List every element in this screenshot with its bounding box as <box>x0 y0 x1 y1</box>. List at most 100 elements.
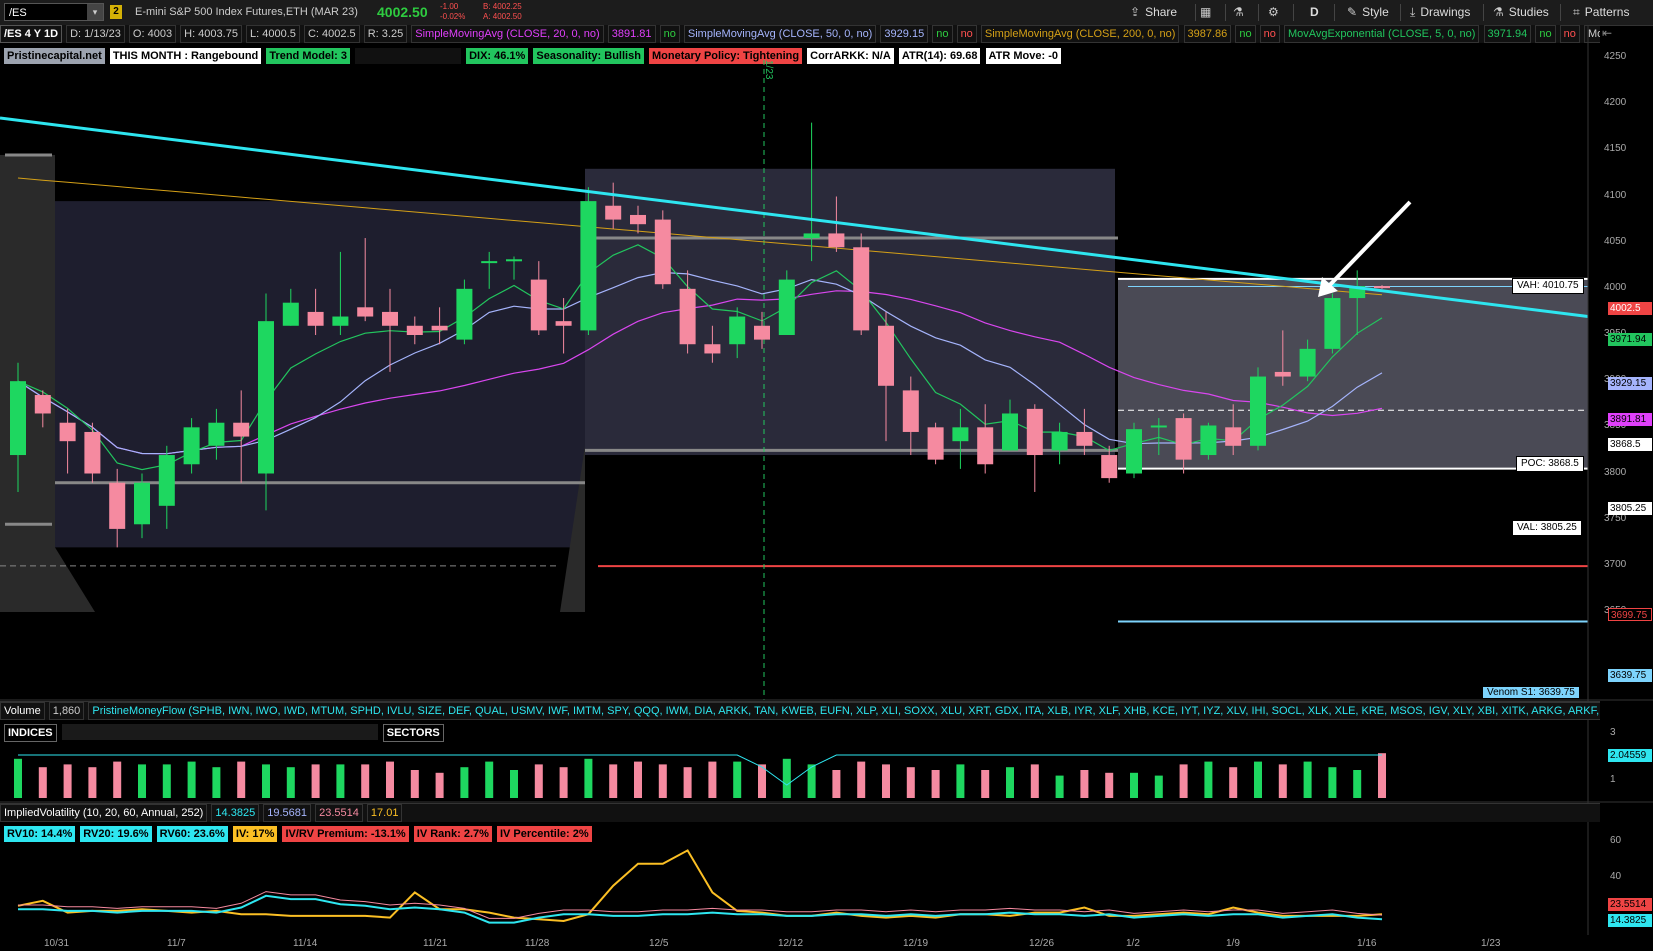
volume-bar <box>807 764 816 798</box>
ohlc-high: H: 4003.75 <box>180 25 242 43</box>
money-flow-label[interactable]: PristineMoneyFlow (SPHB, IWN, IWO, IWD, … <box>88 702 1600 720</box>
hidden-labels <box>355 48 462 64</box>
profile-region <box>0 154 55 612</box>
toolbar-divider <box>1400 4 1401 21</box>
bid-ask: B: 4002.25 A: 4002.50 <box>483 2 522 22</box>
candle-body <box>1076 431 1093 446</box>
price-axis-label: 4000 <box>1604 281 1627 293</box>
volume-bar <box>510 770 518 798</box>
chart-settings-button[interactable]: ▦ <box>1200 0 1216 25</box>
symbol-input[interactable]: /ES ▾ <box>4 3 104 21</box>
red-line-price-tag: 3699.75 <box>1608 608 1652 621</box>
price-axis-label: 4250 <box>1604 51 1627 62</box>
settings-button[interactable]: ⚙ <box>1268 0 1284 25</box>
profile-region <box>0 154 95 612</box>
ema5-label[interactable]: MovAvgExponential (CLOSE, 5, 0, no) <box>1283 25 1480 43</box>
candle-body <box>307 311 324 326</box>
iv-tag: IV: 17% <box>232 826 278 842</box>
toolbar-divider <box>1258 4 1259 21</box>
volume-bar <box>88 767 97 798</box>
iv-rank-tag: IV Rank: 2.7% <box>413 826 492 842</box>
volume-bar <box>386 761 394 798</box>
candle-body <box>1026 408 1043 456</box>
volume-bar <box>609 764 618 798</box>
sma50-label[interactable]: SimpleMovingAvg (CLOSE, 50, 0, no) <box>683 25 877 43</box>
gear-icon: ⚙ <box>1268 5 1279 19</box>
val-price-tag: 3805.25 <box>1608 502 1652 515</box>
volume-bar <box>1080 770 1089 798</box>
share-label: Share <box>1145 5 1178 19</box>
volume-label[interactable]: Volume <box>0 702 45 720</box>
date-axis-label: 12/26 <box>1029 938 1055 949</box>
ema5-line <box>17 244 1383 471</box>
iv-tag-b: 14.3825 <box>1608 914 1652 927</box>
study-header-row: /ES 4 Y 1D D: 1/13/23 O: 4003 H: 4003.75… <box>0 25 1600 43</box>
date-axis-label: 12/12 <box>778 938 804 949</box>
flask-button[interactable]: ⚗ <box>1233 0 1249 25</box>
drawings-button[interactable]: ⤓ Drawings <box>1410 0 1470 25</box>
candle-body <box>530 279 547 331</box>
venom-callout: Venom S1: 3639.75 <box>1482 686 1580 699</box>
timeframe-button[interactable]: D <box>1310 5 1319 19</box>
volume-bar <box>1030 764 1039 798</box>
toolbar-divider <box>1334 4 1335 21</box>
candle-body <box>258 321 274 474</box>
patterns-button[interactable]: ⌗ Patterns <box>1573 0 1629 25</box>
volume-axis-3: 3 <box>1610 727 1616 738</box>
money-flow-tag: 2.04559 <box>1608 749 1652 762</box>
date-axis-label: 11/14 <box>293 938 318 949</box>
iv-panel-header: ImpliedVolatility (10, 20, 60, Annual, 2… <box>0 803 1600 822</box>
candle-body <box>1374 286 1390 289</box>
sma20-price-tag: 3891.81 <box>1608 413 1652 426</box>
volume-bar <box>1130 772 1138 798</box>
candle-body <box>1299 348 1316 377</box>
val-callout: VAL: 3805.25 <box>1512 520 1582 536</box>
sma50-value: 3929.15 <box>880 25 929 43</box>
iv-tags-row: RV10: 14.4% RV20: 19.6% RV60: 23.6% IV: … <box>4 826 594 842</box>
more-studies[interactable]: Mov... <box>1583 25 1600 43</box>
volume-bar <box>187 761 196 798</box>
sma200-label[interactable]: SimpleMovingAvg (CLOSE, 200, 0, no) <box>980 25 1180 43</box>
volume-bar <box>832 770 841 798</box>
volume-bar <box>410 770 419 798</box>
volume-bar <box>262 764 270 798</box>
symbol-text: /ES <box>9 7 27 19</box>
iv-axis-40: 40 <box>1610 871 1622 882</box>
sma20-label[interactable]: SimpleMovingAvg (CLOSE, 20, 0, no) <box>411 25 604 43</box>
volume-bar <box>1154 775 1163 798</box>
drawings-icon: ⤓ <box>1410 5 1416 19</box>
sma50-line <box>17 271 1383 455</box>
chart-label[interactable]: /ES 4 Y 1D <box>0 25 63 43</box>
candle-body <box>332 316 349 326</box>
volume-tags-row: INDICES SECTORS <box>4 724 446 742</box>
candle-body <box>1349 286 1366 299</box>
volume-bar <box>1179 764 1188 798</box>
vah-callout: VAH: 4010.75 <box>1512 278 1584 294</box>
candle-body <box>630 214 646 225</box>
sma200-value: 3987.86 <box>1183 25 1232 43</box>
iv-study-label[interactable]: ImpliedVolatility (10, 20, 60, Annual, 2… <box>0 804 208 822</box>
profile-region <box>585 168 1115 456</box>
info-label-row: Pristinecapital.net THIS MONTH : Rangebo… <box>4 48 1063 64</box>
price-axis-label: 3750 <box>1604 512 1627 524</box>
iv-value-3: 23.5514 <box>315 804 363 822</box>
price-change: -1.00 -0.02% <box>440 2 465 22</box>
link-group-badge[interactable]: 2 <box>110 5 122 19</box>
symbol-dropdown-icon[interactable]: ▾ <box>87 4 103 20</box>
date-axis-label: 12/5 <box>649 938 669 949</box>
volume-bar <box>138 764 146 798</box>
candle-body <box>605 205 622 220</box>
share-button[interactable]: ⇪ Share <box>1130 0 1177 25</box>
indices-tag: INDICES <box>4 724 57 742</box>
candle-body <box>1126 429 1142 474</box>
style-button[interactable]: ✎ Style <box>1347 0 1389 25</box>
volume-bar <box>782 758 791 798</box>
collapse-icon[interactable]: ⇤ <box>1602 26 1613 40</box>
candle-body <box>134 482 150 525</box>
ohlc-date: D: 1/13/23 <box>66 25 125 43</box>
volume-bar <box>38 767 47 798</box>
candle-body <box>754 325 770 340</box>
rv20-tag: RV20: 19.6% <box>80 826 152 842</box>
studies-button[interactable]: ⚗ Studies <box>1493 0 1549 25</box>
monetary-policy-label: Monetary Policy: Tightening <box>648 48 803 64</box>
